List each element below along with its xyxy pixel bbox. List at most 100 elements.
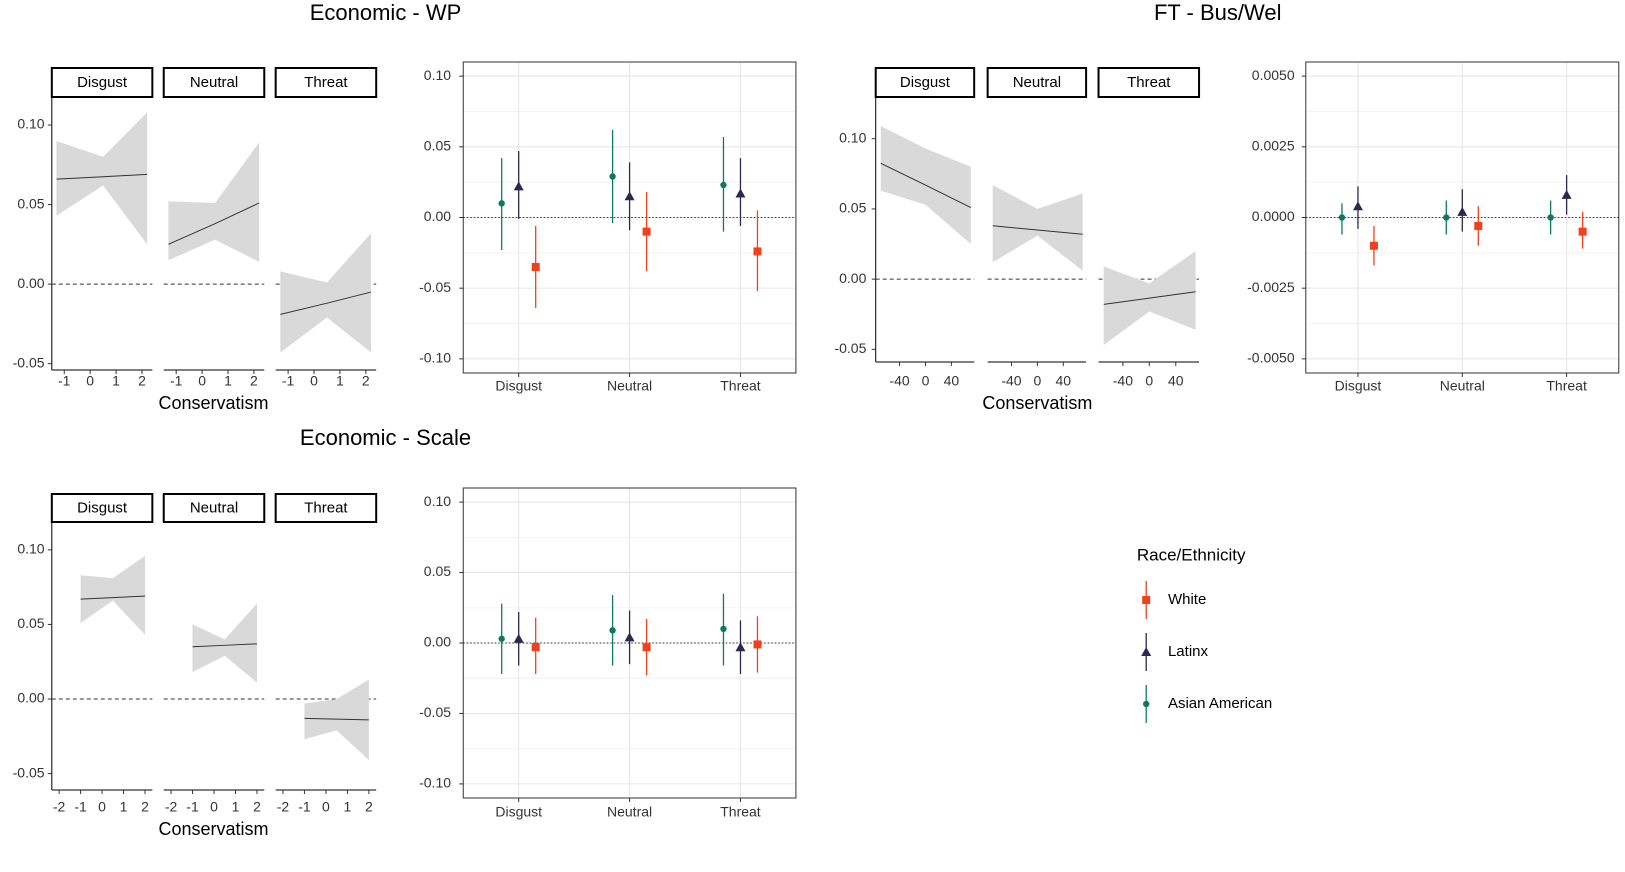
y-tick-label: 0.05 (17, 195, 44, 211)
point (1338, 214, 1346, 221)
point (531, 262, 540, 271)
x-tick-label: 40 (944, 373, 960, 389)
x-axis-label: Conservatism (158, 393, 268, 413)
point (735, 642, 746, 652)
strip-label: Disgust (77, 499, 128, 516)
x-tick-label: 1 (336, 373, 344, 389)
chart-title: Economic - Scale (300, 425, 471, 450)
legend-title: Race/Ethnicity (1137, 545, 1246, 564)
x-tick-label: Neutral (607, 804, 652, 820)
point (1474, 221, 1483, 230)
strip-label: Threat (304, 74, 348, 91)
x-tick-label: 2 (362, 373, 370, 389)
legend-label: Asian American (1168, 695, 1272, 712)
y-tick-label: 0.10 (424, 493, 451, 509)
strip-label: Disgust (900, 74, 951, 91)
x-tick-label: -1 (186, 799, 199, 815)
strip (162, 493, 266, 523)
point (624, 632, 635, 642)
legend-key (1142, 596, 1151, 604)
x-axis-label: Conservatism (158, 819, 268, 839)
y-tick-label: 0.05 (424, 563, 451, 579)
y-tick-label: 0.0025 (1252, 138, 1295, 154)
legend-label: Latinx (1168, 643, 1209, 660)
point (498, 200, 505, 207)
x-tick-label: -1 (74, 799, 87, 815)
x-axis-label: Conservatism (982, 393, 1092, 413)
x-tick-label: Threat (720, 804, 761, 820)
point (642, 227, 651, 236)
strip-label: Disgust (77, 74, 128, 91)
strip (274, 493, 378, 523)
strip (50, 67, 154, 98)
point (513, 181, 524, 191)
x-tick-label: -2 (165, 799, 178, 815)
y-tick-label: 0.05 (17, 615, 44, 631)
x-tick-label: 0 (198, 373, 206, 389)
x-tick-label: Neutral (1440, 378, 1485, 394)
point (1561, 189, 1572, 199)
chart-title: FT - Bus/Wel (1154, 0, 1282, 25)
x-tick-label: Neutral (607, 378, 652, 394)
y-tick-label: -0.05 (13, 354, 45, 370)
point (753, 247, 762, 256)
strip-label: Neutral (190, 74, 238, 91)
point (609, 173, 616, 180)
point (720, 625, 727, 633)
legend-label: White (1168, 591, 1206, 608)
y-tick-label: -0.0050 (1247, 350, 1295, 366)
chart-title: Economic - WP (310, 0, 462, 25)
x-tick-label: Disgust (1335, 378, 1382, 394)
y-tick-label: -0.10 (419, 350, 451, 366)
x-tick-label: Disgust (495, 804, 542, 820)
point (513, 633, 524, 643)
y-tick-label: 0.10 (17, 116, 44, 132)
point (735, 188, 746, 198)
x-tick-label: 0 (210, 799, 218, 815)
y-tick-label: -0.05 (419, 279, 451, 295)
x-tick-label: 40 (1168, 373, 1184, 389)
fit-line (304, 717, 369, 721)
x-tick-label: 0 (922, 373, 930, 389)
y-tick-label: 0.10 (424, 67, 451, 83)
ribbon (168, 142, 260, 262)
ribbon (56, 112, 148, 245)
x-tick-label: 0 (310, 373, 318, 389)
x-tick-label: Threat (720, 378, 761, 394)
x-tick-label: 2 (250, 373, 258, 389)
point (624, 191, 635, 201)
y-tick-label: 0.00 (424, 634, 451, 650)
point (498, 635, 505, 642)
x-tick-label: -40 (1001, 373, 1021, 389)
ribbon (304, 679, 369, 761)
x-tick-label: 1 (344, 799, 352, 815)
strip (274, 67, 378, 98)
y-tick-label: 0.00 (17, 690, 44, 706)
x-tick-label: 1 (120, 799, 128, 815)
strip-label: Threat (304, 499, 348, 516)
y-tick-label: -0.10 (419, 775, 451, 791)
x-tick-label: -1 (298, 799, 311, 815)
x-tick-label: 0 (1033, 373, 1041, 389)
point (642, 643, 651, 652)
y-tick-label: 0.10 (17, 541, 44, 557)
fit-line (168, 202, 260, 245)
ribbon (80, 555, 146, 635)
strip (986, 67, 1088, 98)
fit-line (992, 225, 1083, 235)
point (609, 627, 616, 634)
fit-line (280, 291, 372, 315)
fit-line (56, 173, 148, 180)
y-tick-label: 0.00 (839, 270, 866, 286)
x-tick-label: 1 (112, 373, 120, 389)
strip (874, 67, 976, 98)
x-tick-label: -40 (1113, 373, 1133, 389)
legend-key (1141, 647, 1152, 656)
point (1369, 241, 1378, 250)
x-tick-label: 2 (138, 373, 146, 389)
strip (162, 67, 266, 98)
x-tick-label: 0 (322, 799, 330, 815)
x-tick-label: 1 (232, 799, 240, 815)
x-tick-label: 2 (365, 799, 373, 815)
